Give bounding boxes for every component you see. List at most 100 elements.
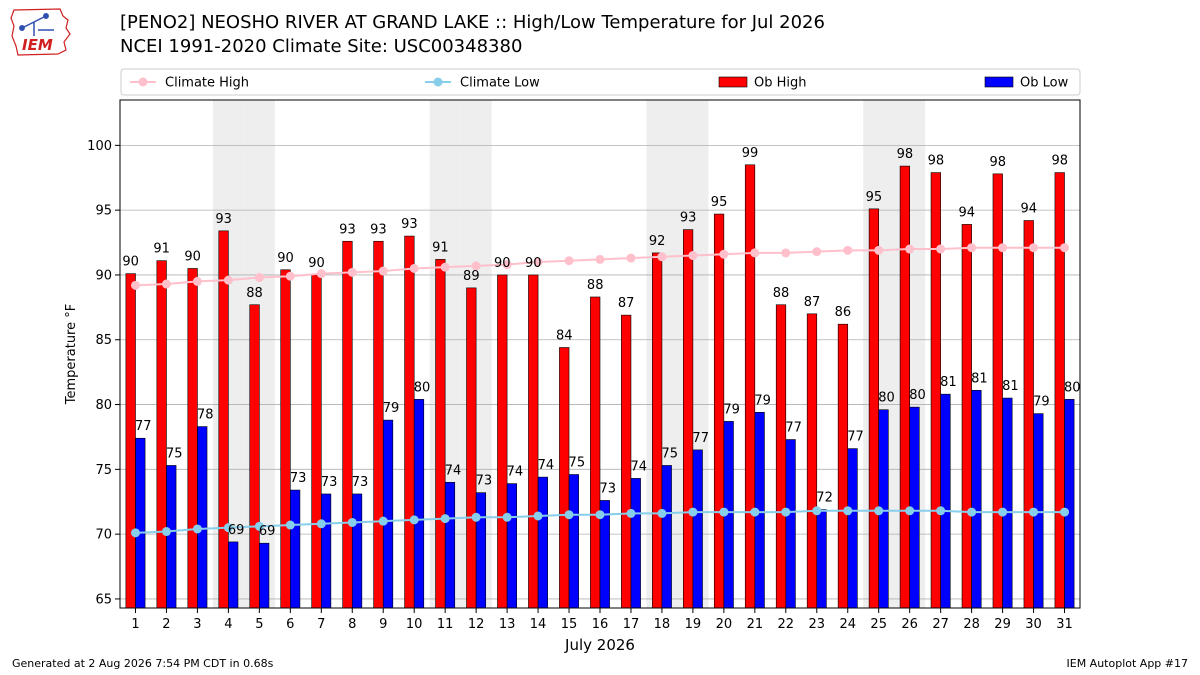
climate-high-point bbox=[843, 245, 853, 255]
ob-low-bar bbox=[444, 481, 456, 609]
climate-low-point bbox=[1029, 507, 1039, 517]
climate-low-point bbox=[347, 517, 357, 527]
ob-high-bar bbox=[497, 274, 508, 609]
climate-high-point bbox=[595, 254, 605, 264]
ob-high-bar bbox=[404, 235, 415, 609]
ob-low-bar bbox=[1064, 399, 1075, 609]
ob-low-bar bbox=[630, 478, 641, 609]
climate-low-point bbox=[812, 506, 822, 516]
x-tick-label: 23 bbox=[809, 617, 826, 632]
legend-ob-low-swatch bbox=[984, 76, 1014, 88]
ob-high-label: 95 bbox=[866, 190, 883, 205]
ob-high-bar bbox=[868, 208, 880, 609]
climate-high-point bbox=[874, 245, 884, 255]
climate-low-point bbox=[161, 527, 171, 537]
ob-high-label: 93 bbox=[680, 211, 697, 226]
ob-high-label: 90 bbox=[184, 249, 201, 264]
ob-high-bar bbox=[311, 274, 322, 609]
x-tick-label: 24 bbox=[839, 617, 856, 632]
x-tick-label: 30 bbox=[1025, 617, 1042, 632]
climate-high-point bbox=[998, 243, 1008, 253]
climate-low-point bbox=[998, 507, 1008, 517]
ob-high-label: 92 bbox=[649, 234, 666, 249]
ob-high-bar bbox=[899, 165, 910, 609]
climate-high-point bbox=[254, 273, 264, 283]
ob-low-bar bbox=[290, 489, 301, 609]
ob-low-bar bbox=[228, 541, 239, 609]
ob-low-label: 74 bbox=[507, 465, 524, 480]
x-tick-label: 16 bbox=[592, 617, 609, 632]
climate-high-point bbox=[161, 279, 171, 289]
climate-high-point bbox=[471, 261, 481, 271]
climate-lines bbox=[130, 243, 1070, 538]
ob-high-label: 88 bbox=[587, 278, 604, 293]
ob-low-label: 69 bbox=[259, 524, 276, 539]
ob-low-bar bbox=[259, 542, 270, 609]
ob-low-label: 80 bbox=[909, 388, 926, 403]
ob-high-bar bbox=[342, 240, 353, 609]
ob-high-label: 87 bbox=[618, 296, 635, 311]
climate-low-point bbox=[564, 510, 574, 520]
x-tick-label: 4 bbox=[224, 617, 232, 632]
ob-high-bar bbox=[1023, 220, 1034, 609]
ob-high-bar bbox=[744, 164, 756, 609]
ob-low-bar bbox=[847, 448, 858, 609]
ob-high-label: 88 bbox=[773, 286, 790, 301]
climate-high-point bbox=[378, 266, 388, 276]
climate-low-point bbox=[285, 520, 295, 530]
climate-high-point bbox=[905, 244, 915, 254]
ob-low-bar bbox=[971, 389, 982, 609]
x-tick-label: 21 bbox=[747, 617, 764, 632]
climate-high-point bbox=[564, 256, 574, 266]
climate-low-point bbox=[750, 507, 760, 517]
legend-ob-low-label: Ob Low bbox=[1020, 76, 1069, 91]
x-tick-label: 25 bbox=[870, 617, 887, 632]
climate-low-point bbox=[905, 506, 915, 516]
ob-high-label: 90 bbox=[277, 251, 294, 266]
ob-low-label: 72 bbox=[816, 491, 833, 506]
legend-climate-low-marker bbox=[433, 77, 443, 87]
ob-high-bar bbox=[961, 224, 972, 609]
ob-high-bar bbox=[806, 313, 818, 609]
ob-high-label: 98 bbox=[1051, 154, 1068, 169]
climate-high-point bbox=[967, 243, 977, 253]
chart-title: [PENO2] NEOSHO RIVER AT GRAND LAKE :: Hi… bbox=[120, 12, 825, 33]
ob-high-bar bbox=[249, 304, 260, 609]
climate-high-point bbox=[192, 276, 202, 286]
climate-low-point bbox=[533, 511, 543, 521]
climate-high-point bbox=[688, 251, 698, 261]
ob-high-label: 90 bbox=[308, 256, 325, 271]
ob-low-label: 79 bbox=[754, 393, 771, 408]
legend-climate-high-marker bbox=[138, 77, 148, 87]
generated-timestamp: Generated at 2 Aug 2026 7:54 PM CDT in 0… bbox=[12, 657, 274, 670]
ob-low-label: 73 bbox=[290, 471, 307, 486]
ob-high-label: 90 bbox=[494, 256, 511, 271]
y-axis-label: Temperature °F bbox=[64, 304, 79, 405]
ob-high-bar bbox=[559, 347, 570, 609]
climate-low-point bbox=[719, 507, 729, 517]
data-labels: 90 91 90 93 88 90 90 93 93 93 91 89 90 90 84 88 87 92 93 95… bbox=[122, 146, 1080, 539]
ob-low-label: 81 bbox=[940, 375, 957, 390]
climate-low-point bbox=[378, 516, 388, 526]
x-tick-label: 9 bbox=[379, 617, 387, 632]
ob-high-bar bbox=[218, 230, 229, 609]
climate-high-point bbox=[750, 248, 760, 258]
climate-high-point bbox=[626, 253, 636, 263]
x-tick-label: 20 bbox=[716, 617, 733, 632]
x-tick-label: 1 bbox=[131, 617, 139, 632]
climate-low-point bbox=[223, 523, 233, 533]
climate-low-point bbox=[316, 519, 326, 529]
climate-low-point bbox=[874, 506, 884, 516]
ob-low-bar bbox=[1002, 397, 1013, 609]
climate-high-point bbox=[719, 249, 729, 259]
y-tick-label: 75 bbox=[95, 463, 112, 478]
x-tick-label: 26 bbox=[901, 617, 918, 632]
ob-low-bar bbox=[413, 399, 425, 609]
x-tick-label: 28 bbox=[963, 617, 980, 632]
climate-low-point bbox=[192, 524, 202, 534]
y-tick-label: 65 bbox=[95, 592, 112, 607]
ob-high-label: 98 bbox=[897, 147, 914, 162]
ob-low-label: 73 bbox=[600, 481, 617, 496]
x-tick-label: 22 bbox=[778, 617, 795, 632]
ob-low-bar bbox=[166, 465, 177, 609]
